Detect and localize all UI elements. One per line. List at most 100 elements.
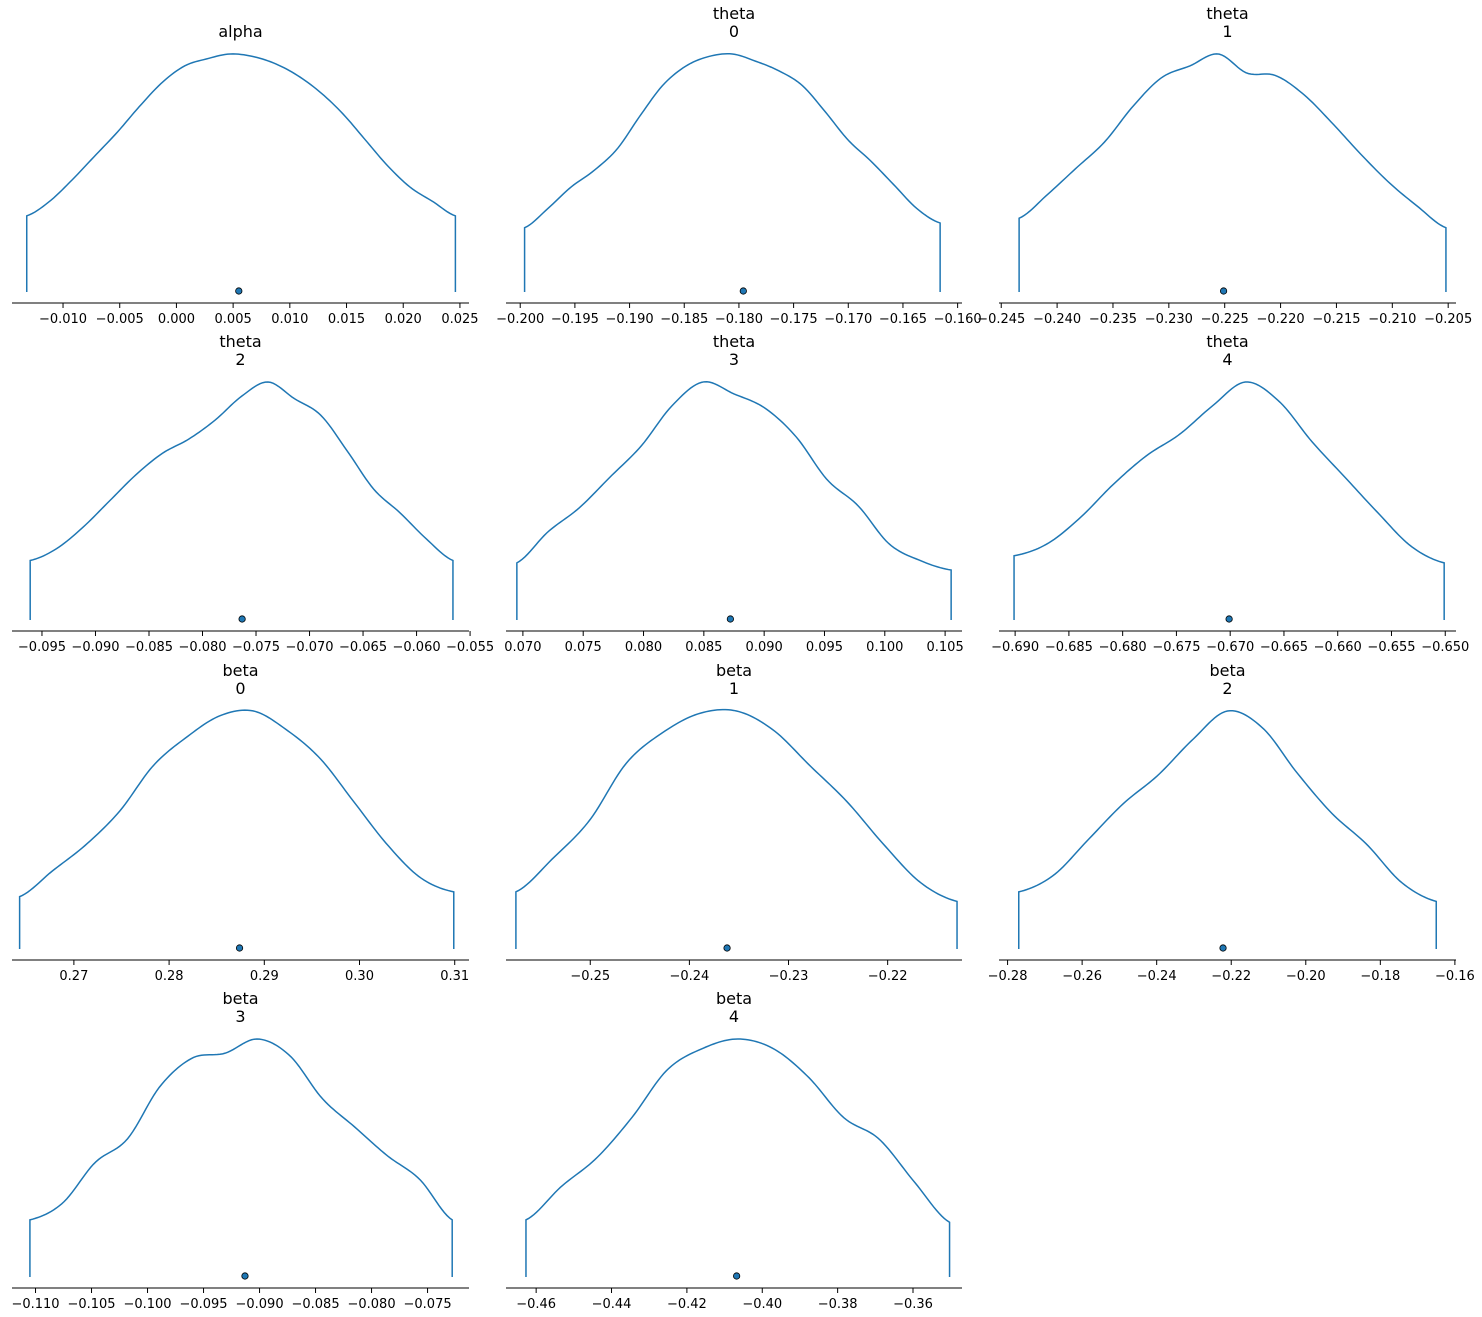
x-tick-label: −0.075 [232, 640, 280, 655]
x-tick-label: −0.090 [71, 640, 119, 655]
x-tick-label: −0.005 [96, 312, 144, 327]
x-tick-label: −0.010 [39, 312, 87, 327]
x-tick-label: −0.085 [125, 640, 173, 655]
x-tick-label: −0.185 [660, 312, 708, 327]
density-curve [523, 52, 941, 292]
x-tick-label: −0.670 [1206, 640, 1254, 655]
x-tick-label: −0.080 [178, 640, 226, 655]
density-curve [1013, 381, 1445, 620]
panel-title-line: 4 [1222, 350, 1232, 369]
density-curve [516, 381, 952, 620]
x-tick-label: 0.085 [685, 640, 722, 655]
panel-title-line: 2 [1222, 679, 1232, 698]
panel-title-line: beta [222, 661, 258, 680]
x-tick-label: −0.660 [1314, 640, 1362, 655]
x-tick-label: −0.235 [1089, 312, 1137, 327]
panel-title-line: theta [219, 332, 261, 351]
x-tick-label: −0.16 [1435, 969, 1475, 984]
x-tick-label: −0.190 [606, 312, 654, 327]
point-estimate-marker [723, 944, 731, 952]
x-tick-label: −0.42 [667, 1297, 707, 1312]
panel-title-line: alpha [218, 22, 262, 41]
x-tick-label: 0.31 [440, 969, 469, 984]
x-tick-label: −0.36 [893, 1297, 933, 1312]
panel-title-line: 3 [729, 350, 739, 369]
x-tick-label: −0.22 [868, 969, 908, 984]
x-tick-label: −0.205 [1424, 312, 1472, 327]
point-estimate-marker [238, 615, 246, 623]
panel-title-line: 4 [729, 1007, 739, 1026]
x-tick-label: −0.195 [551, 312, 599, 327]
x-tick-label: 0.30 [345, 969, 374, 984]
point-estimate-marker [1219, 287, 1228, 295]
x-tick-label: −0.225 [1201, 312, 1249, 327]
x-tick-label: −0.215 [1312, 312, 1360, 327]
panel-title-line: 0 [235, 679, 245, 698]
x-tick-label: −0.650 [1421, 640, 1469, 655]
x-tick-label: −0.075 [404, 1297, 452, 1312]
x-tick-label: 0.075 [565, 640, 602, 655]
x-tick-label: −0.100 [123, 1297, 171, 1312]
x-tick-label: −0.24 [1137, 969, 1177, 984]
x-tick-label: −0.655 [1367, 640, 1415, 655]
x-tick-label: 0.29 [250, 969, 279, 984]
x-tick-label: −0.18 [1360, 969, 1400, 984]
x-tick-label: −0.26 [1062, 969, 1102, 984]
x-tick-label: −0.220 [1257, 312, 1305, 327]
x-tick-label: 0.080 [625, 640, 662, 655]
x-tick-label: −0.085 [291, 1297, 339, 1312]
x-tick-label: 0.100 [866, 640, 903, 655]
x-tick-label: −0.175 [770, 312, 818, 327]
x-tick-label: −0.160 [934, 312, 982, 327]
x-tick-label: −0.23 [769, 969, 809, 984]
x-tick-label: 0.020 [385, 312, 422, 327]
point-estimate-marker [235, 287, 243, 295]
x-tick-label: −0.690 [991, 640, 1039, 655]
density-curve [525, 1038, 951, 1277]
density-curve [18, 709, 455, 949]
x-tick-label: −0.060 [393, 640, 441, 655]
x-tick-label: 0.105 [927, 640, 964, 655]
x-tick-label: −0.38 [818, 1297, 858, 1312]
panel-title-line: 3 [235, 1007, 245, 1026]
x-tick-label: −0.210 [1368, 312, 1416, 327]
x-tick-label: −0.170 [824, 312, 872, 327]
x-tick-label: −0.070 [285, 640, 333, 655]
panel-title-line: 2 [235, 350, 245, 369]
x-tick-label: −0.110 [11, 1297, 59, 1312]
x-tick-label: 0.025 [441, 312, 478, 327]
panel-title-line: beta [716, 989, 752, 1008]
x-tick-label: −0.245 [977, 312, 1025, 327]
panel-title-line: beta [222, 989, 258, 1008]
x-tick-label: −0.230 [1145, 312, 1193, 327]
x-tick-label: −0.090 [235, 1297, 283, 1312]
x-tick-label: −0.095 [18, 640, 66, 655]
x-tick-label: −0.165 [879, 312, 927, 327]
panel-title-line: theta [1206, 332, 1248, 351]
x-tick-label: 0.095 [806, 640, 843, 655]
x-tick-label: 0.015 [328, 312, 365, 327]
x-tick-label: −0.055 [446, 640, 494, 655]
panel-title-line: theta [713, 4, 755, 23]
x-tick-label: −0.095 [179, 1297, 227, 1312]
x-tick-label: −0.105 [67, 1297, 115, 1312]
point-estimate-marker [726, 615, 734, 623]
x-tick-label: −0.065 [339, 640, 387, 655]
x-tick-label: −0.240 [1033, 312, 1081, 327]
x-tick-label: 0.070 [504, 640, 541, 655]
x-tick-label: −0.40 [742, 1297, 782, 1312]
panel-title-line: 1 [729, 679, 739, 698]
x-tick-label: −0.685 [1045, 640, 1093, 655]
x-tick-label: −0.180 [715, 312, 763, 327]
panel-title-line: beta [1209, 661, 1245, 680]
